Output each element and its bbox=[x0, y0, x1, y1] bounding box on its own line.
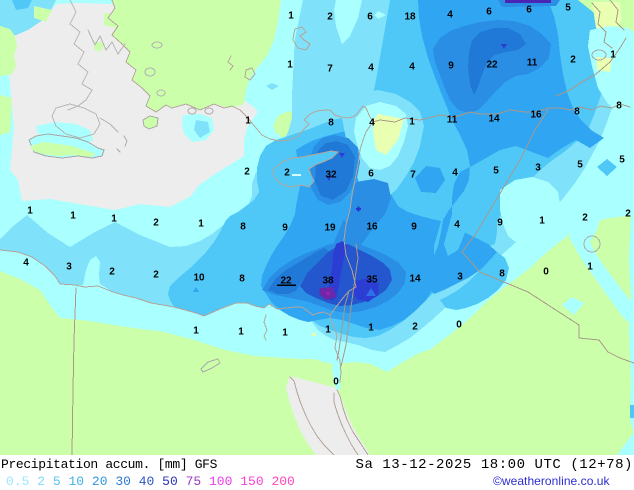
svg-text:2: 2 bbox=[582, 213, 588, 224]
svg-text:11: 11 bbox=[527, 58, 538, 69]
svg-text:18: 18 bbox=[404, 12, 416, 23]
svg-text:35: 35 bbox=[366, 275, 378, 286]
svg-text:2: 2 bbox=[244, 167, 250, 178]
svg-text:5: 5 bbox=[577, 160, 583, 171]
svg-text:4: 4 bbox=[368, 63, 374, 74]
svg-text:0: 0 bbox=[543, 267, 549, 278]
svg-text:22: 22 bbox=[486, 60, 498, 71]
svg-text:4: 4 bbox=[369, 118, 375, 129]
svg-text:8: 8 bbox=[616, 101, 622, 112]
svg-text:2: 2 bbox=[109, 267, 115, 278]
svg-text:1: 1 bbox=[70, 211, 76, 222]
svg-text:8: 8 bbox=[499, 269, 505, 280]
svg-text:5: 5 bbox=[565, 3, 571, 14]
svg-text:4: 4 bbox=[409, 62, 415, 73]
svg-text:1: 1 bbox=[27, 206, 33, 217]
svg-text:6: 6 bbox=[526, 5, 532, 16]
svg-text:4: 4 bbox=[23, 258, 29, 269]
svg-text:4: 4 bbox=[454, 220, 460, 231]
svg-text:3: 3 bbox=[457, 272, 463, 283]
svg-text:8: 8 bbox=[239, 274, 245, 285]
svg-text:11: 11 bbox=[447, 115, 458, 126]
svg-text:10: 10 bbox=[193, 273, 205, 284]
svg-text:8: 8 bbox=[574, 107, 580, 118]
svg-text:8: 8 bbox=[328, 118, 334, 129]
svg-text:2: 2 bbox=[327, 12, 333, 23]
svg-text:1: 1 bbox=[539, 216, 545, 227]
svg-text:1: 1 bbox=[287, 60, 293, 71]
svg-text:22: 22 bbox=[280, 276, 292, 287]
svg-text:9: 9 bbox=[411, 222, 417, 233]
svg-text:1: 1 bbox=[111, 214, 117, 225]
svg-text:16: 16 bbox=[366, 222, 378, 233]
svg-text:6: 6 bbox=[486, 7, 492, 18]
svg-text:1: 1 bbox=[610, 50, 616, 61]
svg-text:1: 1 bbox=[282, 328, 288, 339]
svg-text:32: 32 bbox=[325, 170, 337, 181]
svg-text:0: 0 bbox=[333, 377, 339, 388]
svg-text:2: 2 bbox=[570, 55, 576, 66]
svg-text:2: 2 bbox=[153, 270, 159, 281]
svg-text:1: 1 bbox=[245, 116, 251, 127]
svg-text:14: 14 bbox=[488, 114, 500, 125]
svg-text:2: 2 bbox=[625, 209, 631, 220]
svg-text:1: 1 bbox=[198, 219, 204, 230]
svg-text:1: 1 bbox=[193, 326, 199, 337]
svg-text:8: 8 bbox=[240, 222, 246, 233]
svg-text:1: 1 bbox=[409, 117, 415, 128]
svg-text:1: 1 bbox=[587, 262, 593, 273]
svg-text:3: 3 bbox=[66, 262, 72, 273]
svg-text:7: 7 bbox=[410, 170, 416, 181]
svg-text:4: 4 bbox=[452, 168, 458, 179]
svg-text:4: 4 bbox=[447, 10, 453, 21]
svg-text:9: 9 bbox=[448, 61, 454, 72]
svg-text:0: 0 bbox=[456, 320, 462, 331]
svg-text:1: 1 bbox=[325, 325, 331, 336]
svg-text:5: 5 bbox=[493, 166, 499, 177]
svg-text:1: 1 bbox=[368, 323, 374, 334]
svg-text:16: 16 bbox=[530, 110, 542, 121]
svg-text:38: 38 bbox=[322, 276, 334, 287]
svg-text:2: 2 bbox=[153, 218, 159, 229]
svg-text:9: 9 bbox=[497, 218, 503, 229]
svg-text:2: 2 bbox=[412, 322, 418, 333]
svg-text:6: 6 bbox=[368, 169, 374, 180]
svg-text:2: 2 bbox=[284, 168, 290, 179]
svg-text:6: 6 bbox=[367, 12, 373, 23]
svg-text:5: 5 bbox=[619, 155, 625, 166]
svg-text:19: 19 bbox=[324, 223, 336, 234]
svg-text:3: 3 bbox=[535, 163, 541, 174]
svg-text:7: 7 bbox=[327, 64, 333, 75]
svg-text:1: 1 bbox=[238, 327, 244, 338]
svg-text:1: 1 bbox=[288, 11, 294, 22]
svg-text:9: 9 bbox=[282, 223, 288, 234]
svg-text:14: 14 bbox=[409, 274, 421, 285]
